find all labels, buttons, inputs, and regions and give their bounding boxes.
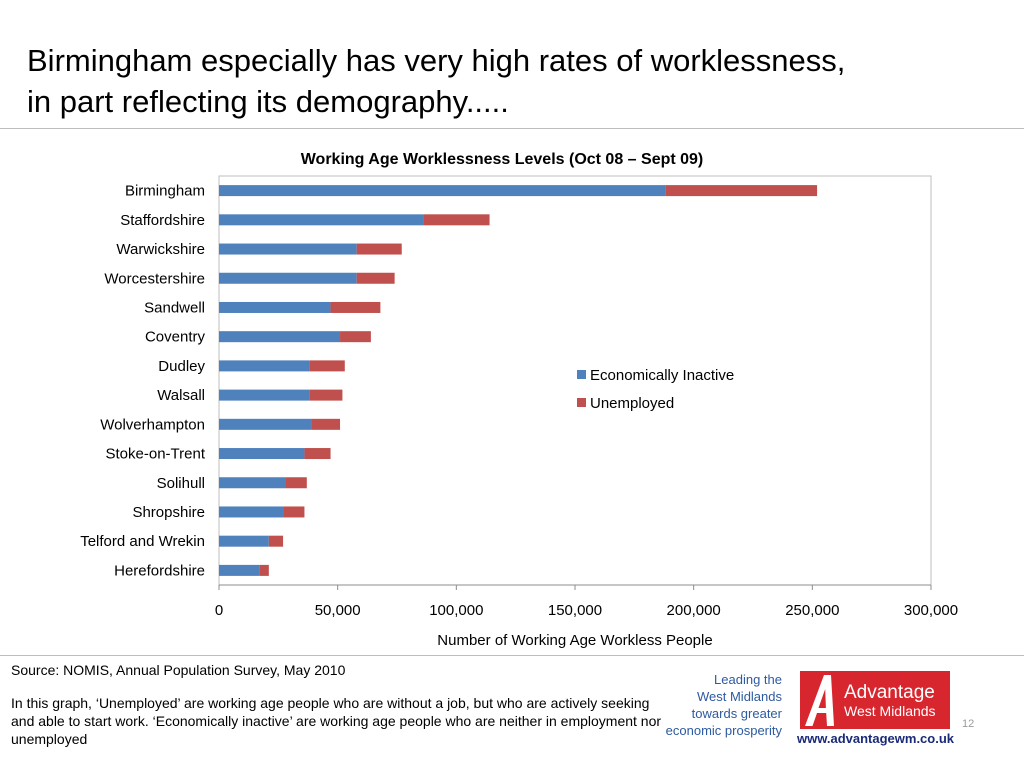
bar-economically-inactive (219, 564, 260, 576)
legend-label: Unemployed (590, 395, 674, 412)
x-tick-label: 100,000 (429, 602, 483, 619)
x-tick-label: 300,000 (904, 602, 958, 619)
bar-economically-inactive (219, 418, 312, 430)
bar-economically-inactive (219, 243, 357, 255)
category-label: Herefordshire (114, 562, 205, 579)
category-label: Warwickshire (116, 241, 205, 258)
bar-economically-inactive (219, 360, 310, 372)
bar-unemployed (309, 389, 343, 401)
bar-unemployed (259, 564, 269, 576)
x-tick-label: 50,000 (315, 602, 361, 619)
x-tick-label: 200,000 (667, 602, 721, 619)
plot-area-border (218, 175, 932, 586)
x-tick-label: 250,000 (785, 602, 839, 619)
bar-unemployed (423, 214, 490, 226)
tagline-line: West Midlands (696, 689, 782, 704)
bar-economically-inactive (219, 272, 357, 284)
advantage-west-midlands-logo: Advantage West Midlands (800, 671, 950, 729)
logo-a-mark-icon (805, 675, 834, 726)
logo-text-west-midlands: West Midlands (844, 703, 936, 719)
bar-economically-inactive (219, 448, 305, 460)
website-link[interactable]: www.advantagewm.co.uk (797, 731, 955, 746)
legend-swatch (577, 398, 586, 407)
category-label: Dudley (158, 358, 205, 375)
chart-title: Working Age Worklessness Levels (Oct 08 … (301, 151, 704, 168)
category-label: Sandwell (144, 299, 205, 316)
bar-unemployed (356, 243, 402, 255)
bar-unemployed (340, 331, 371, 343)
bar-unemployed (285, 477, 307, 489)
footer-divider (0, 655, 1024, 656)
bar-unemployed (268, 535, 284, 547)
bar-economically-inactive (219, 535, 269, 547)
category-label: Solihull (157, 475, 205, 492)
source-note: Source: NOMIS, Annual Population Survey,… (11, 662, 346, 678)
tagline-line: economic prosperity (665, 723, 782, 738)
legend-swatch (577, 370, 586, 379)
x-tick-label: 0 (215, 602, 223, 619)
bar-economically-inactive (219, 389, 310, 401)
category-label: Telford and Wrekin (80, 533, 205, 550)
category-label: Walsall (157, 387, 205, 404)
title-divider (0, 128, 1024, 129)
tagline-line: towards greater (691, 706, 782, 721)
category-label: Stoke-on-Trent (106, 446, 206, 463)
bar-economically-inactive (219, 477, 286, 489)
category-label: Coventry (145, 329, 206, 346)
bar-unemployed (311, 418, 341, 430)
bar-economically-inactive (219, 506, 284, 518)
slide-title-line-2: in part reflecting its demography..... (27, 84, 509, 119)
logo-text-advantage: Advantage (844, 682, 935, 703)
x-tick-label: 150,000 (548, 602, 602, 619)
bar-economically-inactive (219, 331, 341, 343)
brand-tagline: Leading the West Midlands towards greate… (660, 671, 782, 739)
legend-label: Economically Inactive (590, 367, 734, 384)
slide-title: Birmingham especially has very high rate… (27, 40, 1007, 122)
category-label: Birmingham (125, 183, 205, 200)
x-axis-label: Number of Working Age Workless People (437, 632, 712, 649)
category-label: Worcestershire (104, 270, 205, 287)
category-label: Wolverhampton (100, 416, 205, 433)
bar-unemployed (304, 448, 331, 460)
slide-title-line-1: Birmingham especially has very high rate… (27, 43, 846, 78)
bar-economically-inactive (219, 301, 331, 313)
definition-note: In this graph, ‘Unemployed’ are working … (11, 695, 662, 747)
category-label: Shropshire (132, 504, 205, 521)
category-label: Staffordshire (120, 212, 205, 229)
tagline-line: Leading the (714, 672, 782, 687)
bar-economically-inactive (219, 185, 666, 197)
bar-unemployed (665, 185, 818, 197)
bar-economically-inactive (219, 214, 424, 226)
bar-unemployed (309, 360, 345, 372)
bar-unemployed (356, 272, 395, 284)
bar-unemployed (283, 506, 305, 518)
page-number: 12 (962, 718, 975, 730)
bar-unemployed (330, 301, 381, 313)
worklessness-bar-chart: Working Age Worklessness Levels (Oct 08 … (80, 151, 958, 649)
